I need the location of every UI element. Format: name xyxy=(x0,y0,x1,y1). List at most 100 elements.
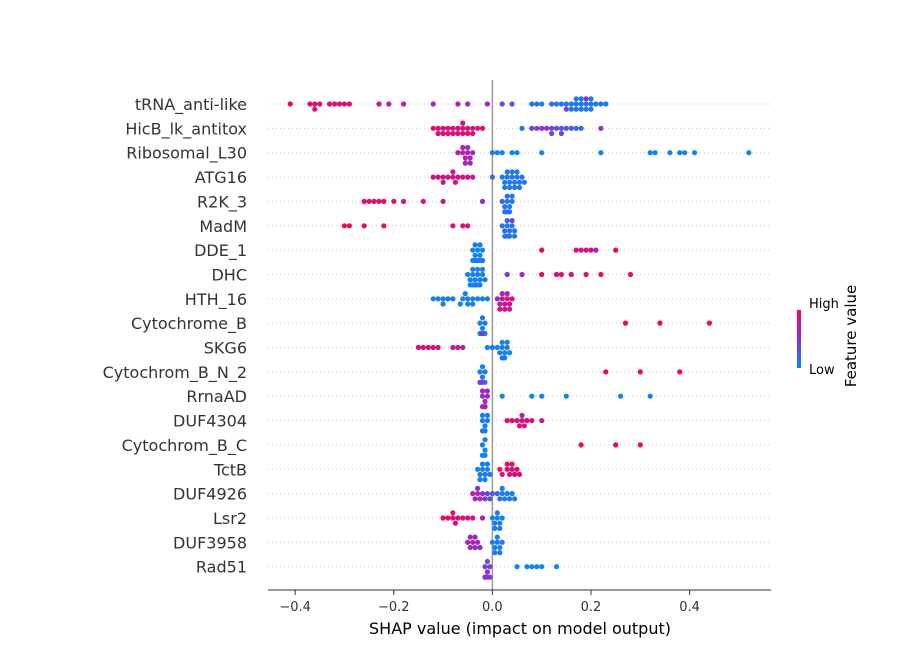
data-point xyxy=(677,369,683,375)
data-point xyxy=(593,101,599,107)
data-point xyxy=(667,150,673,156)
data-point xyxy=(482,564,488,570)
data-point xyxy=(475,485,481,491)
data-point xyxy=(475,282,481,288)
data-point xyxy=(465,271,471,278)
data-point xyxy=(460,120,466,126)
data-point xyxy=(583,271,589,278)
data-point xyxy=(514,150,520,156)
data-point xyxy=(499,515,505,521)
data-point xyxy=(583,101,589,107)
data-point xyxy=(457,301,463,307)
data-point xyxy=(440,515,446,521)
data-point xyxy=(475,296,481,302)
data-point xyxy=(440,296,446,302)
data-point xyxy=(504,418,510,424)
data-point xyxy=(489,539,495,545)
data-point xyxy=(507,204,513,210)
data-point xyxy=(482,437,488,443)
data-point xyxy=(504,198,510,204)
data-point xyxy=(499,344,505,351)
feature-label: DUF4304 xyxy=(173,412,247,431)
data-point xyxy=(637,442,643,448)
data-point xyxy=(558,125,565,131)
data-point xyxy=(465,174,471,180)
data-point xyxy=(652,150,658,156)
feature-label: DHC xyxy=(211,265,247,284)
data-point xyxy=(516,471,523,477)
data-point xyxy=(499,198,505,204)
data-point xyxy=(440,174,446,180)
data-point xyxy=(401,198,407,204)
data-point xyxy=(479,461,486,467)
data-point xyxy=(489,150,495,156)
data-point xyxy=(593,247,599,253)
data-point xyxy=(514,174,520,180)
data-point xyxy=(529,101,535,107)
colorbar-low-label: Low xyxy=(809,363,835,378)
data-point xyxy=(332,101,338,107)
data-point xyxy=(450,169,456,175)
data-point xyxy=(467,277,473,283)
data-point xyxy=(465,515,471,521)
data-point xyxy=(479,466,486,472)
data-point xyxy=(494,344,500,351)
data-point xyxy=(499,291,505,297)
data-point xyxy=(509,491,515,497)
feature-label: HTH_16 xyxy=(185,290,247,310)
data-point xyxy=(450,296,456,302)
data-point xyxy=(502,184,508,191)
data-point xyxy=(509,218,515,224)
data-point xyxy=(516,423,523,429)
data-point xyxy=(504,461,510,467)
data-point xyxy=(435,344,441,351)
data-point xyxy=(479,412,486,418)
data-point xyxy=(494,491,500,497)
data-point xyxy=(460,125,466,131)
data-point xyxy=(479,198,486,204)
data-point xyxy=(507,496,513,502)
data-point xyxy=(692,150,698,156)
data-point xyxy=(563,125,569,131)
data-point xyxy=(465,150,471,156)
data-point xyxy=(558,271,565,278)
data-point xyxy=(563,393,569,399)
data-point xyxy=(492,520,498,526)
data-point xyxy=(465,296,471,302)
feature-label: ATG16 xyxy=(195,168,247,187)
data-point xyxy=(452,179,458,185)
data-point xyxy=(509,150,515,156)
data-point xyxy=(487,564,493,570)
x-tick-label: −0.2 xyxy=(378,600,410,615)
data-point xyxy=(487,471,493,477)
data-point xyxy=(746,150,752,156)
feature-label: SKG6 xyxy=(204,339,247,358)
data-point xyxy=(529,393,535,399)
data-point xyxy=(479,271,486,278)
data-point xyxy=(470,515,476,521)
data-point xyxy=(578,96,584,102)
data-point xyxy=(647,150,653,156)
data-point xyxy=(381,223,387,229)
data-point xyxy=(499,393,505,399)
data-point xyxy=(499,355,505,361)
data-point xyxy=(484,393,490,399)
data-point xyxy=(477,242,483,248)
data-point xyxy=(507,471,513,477)
data-point xyxy=(371,198,377,204)
data-point xyxy=(647,393,653,399)
data-point xyxy=(472,277,478,283)
data-point xyxy=(455,150,461,156)
data-point xyxy=(452,520,458,526)
data-point xyxy=(470,296,476,302)
data-point xyxy=(482,369,488,375)
data-point xyxy=(511,496,518,502)
feature-label: Lsr2 xyxy=(213,509,247,528)
data-point xyxy=(435,174,441,180)
data-point xyxy=(499,296,505,302)
data-point xyxy=(519,174,525,180)
data-point xyxy=(479,125,486,131)
data-point xyxy=(507,179,513,185)
data-point xyxy=(504,291,510,297)
data-point xyxy=(450,223,456,229)
